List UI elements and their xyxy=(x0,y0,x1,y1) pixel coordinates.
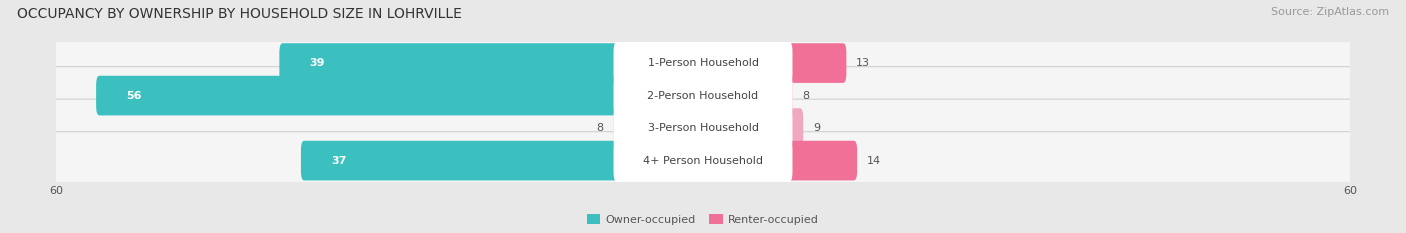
FancyBboxPatch shape xyxy=(45,34,1361,92)
FancyBboxPatch shape xyxy=(96,76,706,115)
FancyBboxPatch shape xyxy=(613,75,793,117)
FancyBboxPatch shape xyxy=(700,108,803,148)
FancyBboxPatch shape xyxy=(700,43,846,83)
FancyBboxPatch shape xyxy=(613,140,793,182)
FancyBboxPatch shape xyxy=(45,67,1361,124)
FancyBboxPatch shape xyxy=(700,76,793,115)
Text: 8: 8 xyxy=(803,91,810,101)
FancyBboxPatch shape xyxy=(613,107,793,149)
Text: 8: 8 xyxy=(596,123,603,133)
Text: 9: 9 xyxy=(813,123,820,133)
FancyBboxPatch shape xyxy=(45,132,1361,189)
Text: 1-Person Household: 1-Person Household xyxy=(648,58,758,68)
FancyBboxPatch shape xyxy=(45,99,1361,157)
FancyBboxPatch shape xyxy=(280,43,706,83)
Text: 14: 14 xyxy=(868,156,882,166)
Text: 2-Person Household: 2-Person Household xyxy=(647,91,759,101)
FancyBboxPatch shape xyxy=(700,141,858,180)
Text: 39: 39 xyxy=(309,58,325,68)
Text: 37: 37 xyxy=(332,156,346,166)
Text: 56: 56 xyxy=(127,91,142,101)
Text: OCCUPANCY BY OWNERSHIP BY HOUSEHOLD SIZE IN LOHRVILLE: OCCUPANCY BY OWNERSHIP BY HOUSEHOLD SIZE… xyxy=(17,7,461,21)
Text: 4+ Person Household: 4+ Person Household xyxy=(643,156,763,166)
FancyBboxPatch shape xyxy=(301,141,706,180)
Text: Source: ZipAtlas.com: Source: ZipAtlas.com xyxy=(1271,7,1389,17)
Text: 3-Person Household: 3-Person Household xyxy=(648,123,758,133)
FancyBboxPatch shape xyxy=(613,42,793,84)
Text: 13: 13 xyxy=(856,58,870,68)
FancyBboxPatch shape xyxy=(613,108,706,148)
Legend: Owner-occupied, Renter-occupied: Owner-occupied, Renter-occupied xyxy=(582,210,824,229)
